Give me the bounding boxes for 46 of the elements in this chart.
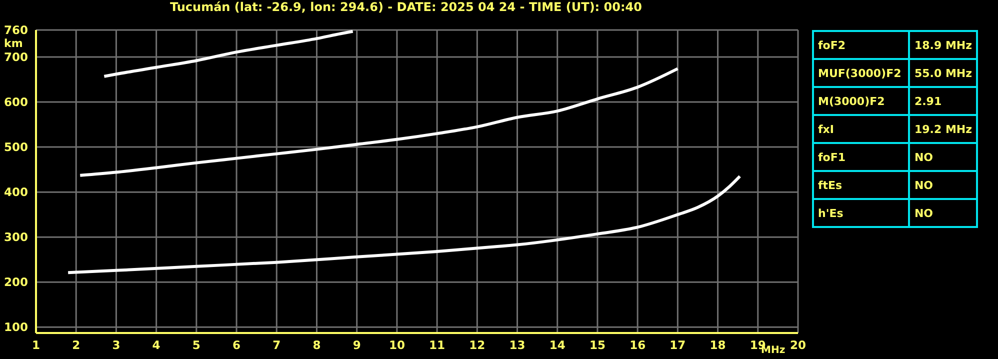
text: h'Es <box>813 199 910 227</box>
x-tick-label: 20 <box>790 338 806 352</box>
x-tick-label: 11 <box>429 338 446 352</box>
x-tick-label: 8 <box>312 338 321 352</box>
text: NO <box>909 171 977 199</box>
x-tick-label: 10 <box>388 338 405 352</box>
x-tick-label: 13 <box>509 338 526 352</box>
text: 19.2 MHz <box>909 115 977 143</box>
line-series <box>102 30 354 78</box>
y-tick-label: 100 <box>4 320 28 334</box>
x-tick-label: 14 <box>549 338 566 352</box>
x-tick-label: 2 <box>72 338 80 352</box>
x-tick-label: 7 <box>272 338 281 352</box>
text: MUF(3000)F2 <box>813 59 910 87</box>
x-tick-label: 15 <box>589 338 606 352</box>
y-tick-label: 300 <box>4 230 28 244</box>
text: NO <box>909 143 977 171</box>
chart-title: Tucumán (lat: -26.9, lon: 294.6) - DATE: 2025 04 24 - TIME (UT): 00:40 <box>169 0 643 14</box>
x-tick-label: 9 <box>352 338 361 352</box>
x-tick-label: 12 <box>469 338 486 352</box>
text: 18.9 MHz <box>909 31 977 59</box>
text: foF1 <box>813 143 910 171</box>
y-tick-label: 700 <box>4 50 28 64</box>
text: 2.91 <box>909 87 977 115</box>
x-tick-label: 18 <box>710 338 726 352</box>
text: fxI <box>813 115 910 143</box>
x-tick-label: 1 <box>32 338 40 352</box>
y-tick-label: 200 <box>4 275 28 290</box>
text: ftEs <box>813 171 910 199</box>
x-tick-label: 17 <box>670 338 686 352</box>
y-tick-label: 760 <box>4 23 28 38</box>
line-series <box>78 67 680 177</box>
y-tick-label: 400 <box>4 185 28 200</box>
y-tick-label: 600 <box>4 95 28 110</box>
x-tick-label: 3 <box>112 338 120 352</box>
y-axis-title: km <box>4 37 23 50</box>
x-tick-label: 16 <box>630 338 646 352</box>
text: foF2 <box>813 31 910 59</box>
y-tick-label: 500 <box>4 140 28 154</box>
text: 55.0 MHz <box>909 59 977 87</box>
text: NO <box>909 199 977 227</box>
line-series <box>66 174 742 274</box>
x-tick-label: 6 <box>232 338 241 352</box>
x-tick-label: 4 <box>152 338 160 352</box>
x-tick-label: 5 <box>192 338 200 352</box>
text: M(3000)F2 <box>813 87 910 115</box>
